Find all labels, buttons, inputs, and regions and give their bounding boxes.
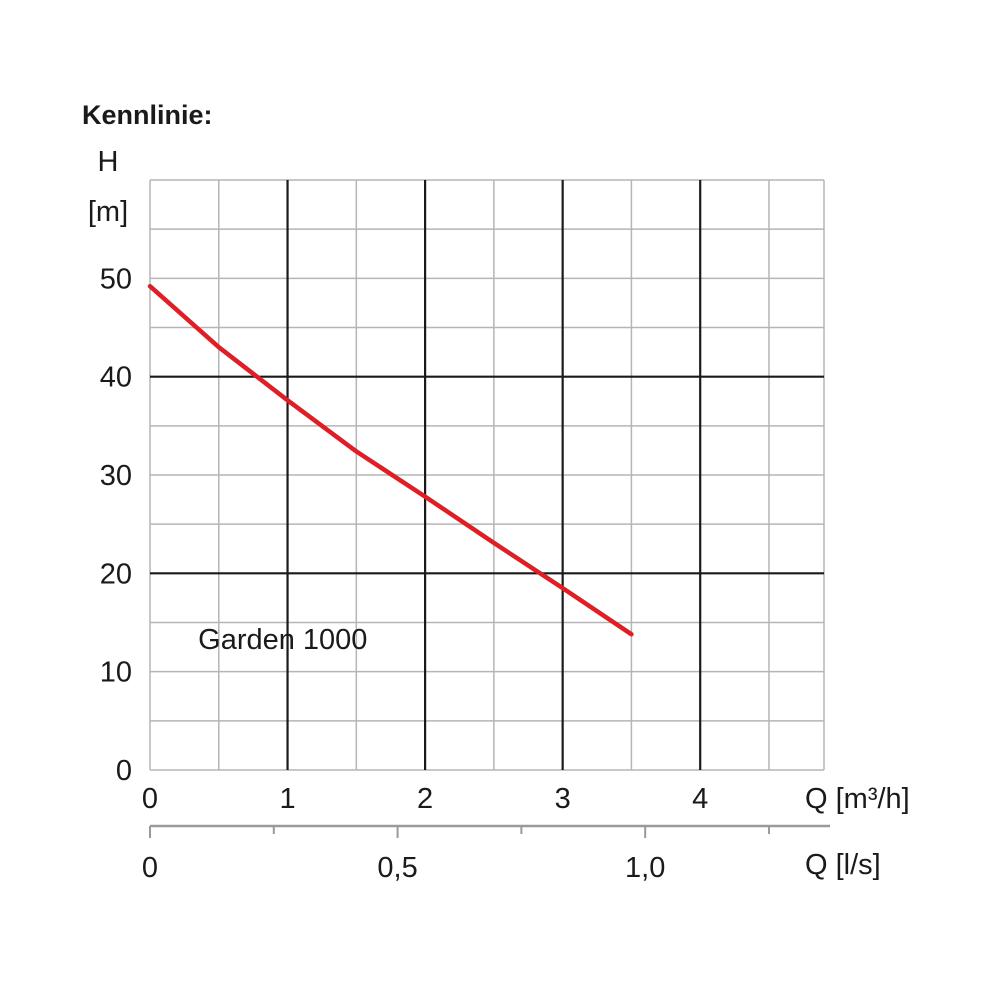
x-tick-label: 2 — [417, 783, 433, 815]
y-axis-unit: [m] — [88, 196, 128, 228]
y-tick-label: 30 — [100, 460, 132, 492]
x-tick-label: 0 — [142, 783, 158, 815]
y-tick-label: 0 — [116, 755, 132, 787]
x-tick-label: 3 — [555, 783, 571, 815]
y-tick-label: 10 — [100, 657, 132, 689]
secondary-tick-label: 0,5 — [377, 852, 417, 884]
series-label: Garden 1000 — [198, 624, 367, 656]
y-tick-label: 40 — [100, 362, 132, 394]
series-line — [147, 283, 634, 637]
y-axis-label: H — [98, 146, 119, 178]
x-axis-secondary-label: Q [l/s] — [805, 849, 881, 881]
x-axis-label: Q [m³/h] — [805, 783, 910, 815]
y-tick-label: 20 — [100, 558, 132, 590]
series-layer: Garden 1000 — [147, 283, 634, 656]
secondary-tick-label: 0 — [142, 852, 158, 884]
chart-heading: Kennlinie: — [82, 100, 213, 130]
grid — [149, 179, 825, 771]
x-tick-label: 1 — [279, 783, 295, 815]
x-tick-label: 4 — [692, 783, 708, 815]
secondary-tick-label: 1,0 — [625, 852, 665, 884]
y-tick-label: 50 — [100, 263, 132, 295]
